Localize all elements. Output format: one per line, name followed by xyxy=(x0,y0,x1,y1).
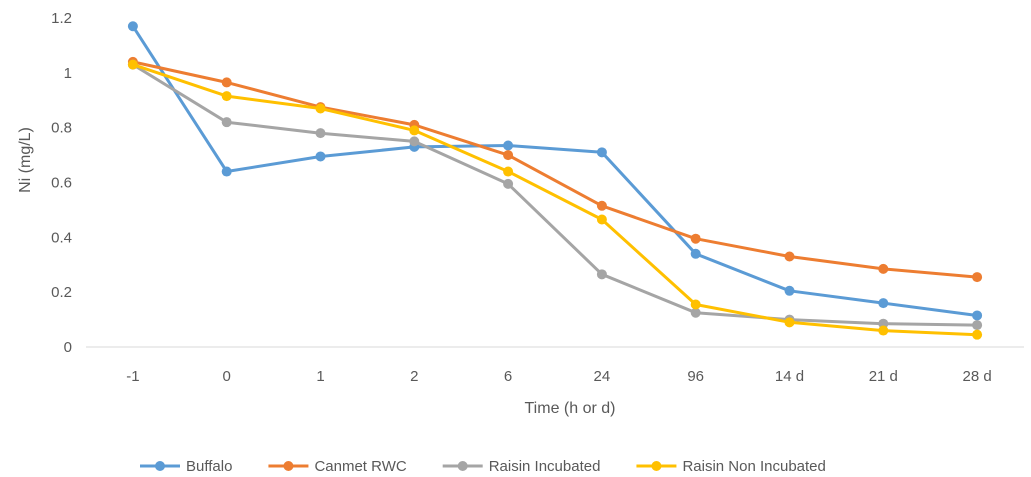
data-point xyxy=(972,272,983,283)
legend-item: Raisin Incubated xyxy=(442,458,601,475)
data-point xyxy=(596,200,607,211)
legend-marker xyxy=(457,461,468,471)
series-layer xyxy=(127,21,983,340)
data-point xyxy=(878,325,889,336)
data-point xyxy=(972,320,983,331)
data-point xyxy=(690,307,701,318)
legend-label: Raisin Non Incubated xyxy=(682,458,825,475)
legend-label: Raisin Incubated xyxy=(489,458,601,475)
x-tick-label: 14 d xyxy=(775,368,804,385)
legend-marker xyxy=(651,461,662,471)
x-tick-label: 0 xyxy=(223,368,231,385)
series-line xyxy=(131,25,978,317)
series-raisin-non-incubated xyxy=(127,59,983,340)
series-canmet-rwc xyxy=(127,56,983,283)
legend-item: Raisin Non Incubated xyxy=(636,458,826,475)
y-axis-title: Ni (mg/L) xyxy=(17,127,34,193)
y-tick-label: 0 xyxy=(64,339,72,356)
y-tick-label: 0.6 xyxy=(51,175,72,192)
x-tick-label: -1 xyxy=(126,368,139,385)
data-point xyxy=(784,251,795,262)
y-axis-ticks: 0 0.2 0.4 0.6 0.8 1 1.2 xyxy=(51,10,72,356)
x-tick-label: 2 xyxy=(410,368,418,385)
x-tick-label: 1 xyxy=(316,368,324,385)
legend: Buffalo Canmet RWC Raisin Incubated Raisin … xyxy=(140,458,826,475)
y-tick-label: 0.2 xyxy=(51,284,72,301)
legend-label: Canmet RWC xyxy=(314,458,406,475)
series-buffalo xyxy=(127,21,983,321)
data-point xyxy=(503,166,514,177)
data-point xyxy=(221,166,232,177)
data-point xyxy=(221,77,232,88)
data-point xyxy=(784,317,795,328)
x-tick-label: 96 xyxy=(687,368,704,385)
y-tick-label: 0.4 xyxy=(51,229,72,246)
x-axis-title: Time (h or d) xyxy=(525,400,616,417)
x-tick-label: 28 d xyxy=(962,368,991,385)
data-point xyxy=(315,128,326,139)
data-point xyxy=(690,248,701,259)
legend-marker xyxy=(155,461,165,471)
data-point xyxy=(878,263,889,274)
data-point xyxy=(221,117,232,128)
legend-marker xyxy=(283,461,294,471)
data-point xyxy=(972,310,983,321)
series-line xyxy=(132,63,978,337)
data-point xyxy=(127,21,138,32)
data-point xyxy=(315,151,326,162)
legend-item: Buffalo xyxy=(140,458,232,475)
x-tick-label: 21 d xyxy=(869,368,898,385)
y-tick-label: 0.8 xyxy=(51,120,72,137)
y-tick-label: 1 xyxy=(64,65,72,82)
data-point xyxy=(409,125,420,136)
data-point xyxy=(315,103,326,114)
legend-label: Buffalo xyxy=(186,458,232,475)
x-axis-ticks: -1 0 1 2 6 24 96 14 d 21 d 28 d xyxy=(126,368,991,385)
data-point xyxy=(596,214,607,225)
data-point xyxy=(878,298,889,309)
x-tick-label: 24 xyxy=(594,368,611,385)
data-point xyxy=(503,150,514,161)
data-point xyxy=(409,136,420,147)
data-point xyxy=(690,233,701,244)
series-line xyxy=(132,60,978,279)
data-point xyxy=(503,178,514,189)
data-point xyxy=(596,147,607,158)
data-point xyxy=(221,91,232,102)
data-point xyxy=(127,59,138,70)
data-point xyxy=(596,269,607,280)
legend-item: Canmet RWC xyxy=(268,458,407,475)
data-point xyxy=(690,299,701,310)
data-point xyxy=(503,140,514,151)
series-line xyxy=(132,63,978,327)
x-tick-label: 6 xyxy=(504,368,512,385)
data-point xyxy=(972,329,983,340)
series-raisin-incubated xyxy=(127,59,983,331)
y-tick-label: 1.2 xyxy=(51,10,72,27)
data-point xyxy=(784,285,795,296)
data-point xyxy=(878,318,889,329)
